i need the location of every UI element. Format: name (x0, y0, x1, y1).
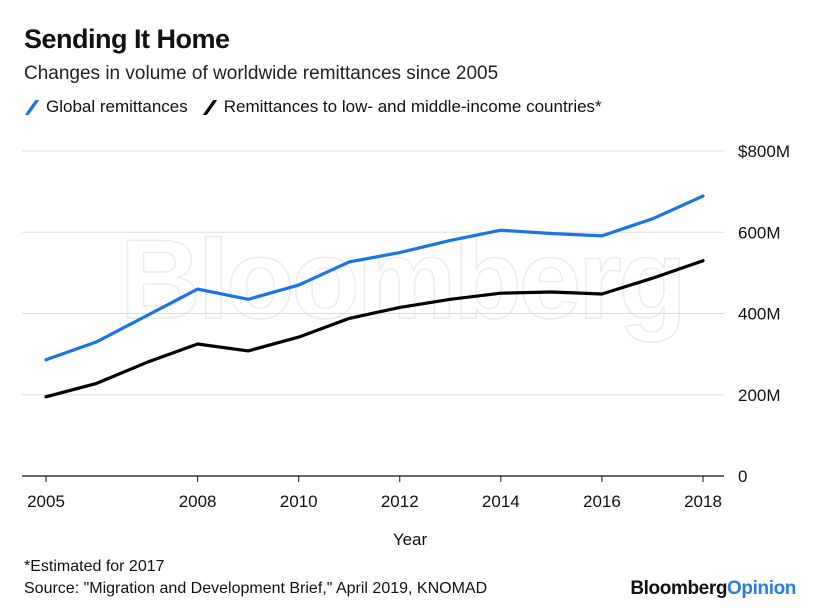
legend-label-global: Global remittances (46, 97, 188, 116)
y-tick-label: 200M (738, 386, 781, 405)
chart-title: Sending It Home (24, 24, 230, 54)
x-tick-label: 2016 (583, 492, 621, 511)
x-axis-label: Year (393, 530, 428, 549)
y-tick-label: 0 (738, 467, 747, 486)
x-tick-label: 2008 (179, 492, 217, 511)
brand-main: Bloomberg (630, 578, 728, 599)
series-line-lmic (44, 259, 705, 399)
legend-label-lmic: Remittances to low- and middle-income co… (223, 97, 602, 116)
x-tick-label: 2014 (482, 492, 520, 511)
legend-item-global: Global remittances (24, 97, 188, 117)
x-tick-label: 2010 (280, 492, 318, 511)
legend: Global remittances Remittances to low- a… (24, 97, 616, 117)
watermark: Bloomberg (120, 217, 684, 342)
line-chart: Bloomberg 0 200M 400M 600M $800M 2005 2008 2010… (22, 142, 790, 549)
y-tick-label: 600M (738, 223, 781, 242)
y-tick-label: 400M (738, 305, 781, 324)
x-tick-label: 2005 (27, 492, 65, 511)
series-line-global (44, 194, 705, 362)
x-tick-label: 2012 (381, 492, 419, 511)
chart-subtitle: Changes in volume of worldwide remittanc… (24, 63, 499, 84)
source-note: Source: "Migration and Development Brief… (24, 580, 488, 597)
y-tick-label: $800M (738, 142, 790, 161)
footnote: *Estimated for 2017 (24, 558, 165, 575)
legend-item-lmic: Remittances to low- and middle-income co… (202, 97, 602, 117)
brand-accent: Opinion (727, 578, 796, 599)
bloomberg-opinion-logo: BloombergOpinion (630, 578, 796, 600)
x-tick-label: 2018 (684, 492, 722, 511)
